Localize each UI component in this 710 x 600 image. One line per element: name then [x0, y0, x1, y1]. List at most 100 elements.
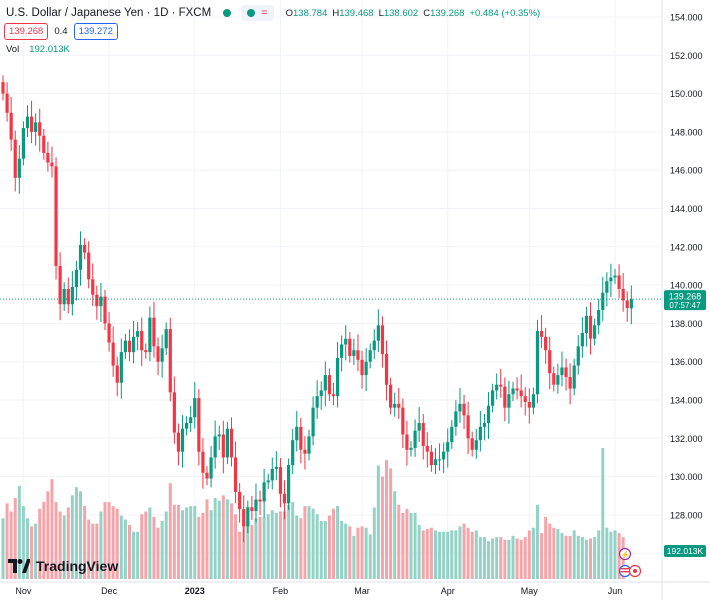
lightning-icon [618, 547, 632, 561]
volume-bar [425, 529, 429, 579]
candle-body [291, 440, 295, 466]
volume-bar [389, 468, 393, 579]
volume-bar [466, 527, 470, 579]
candle-body [609, 277, 613, 282]
volume-bar [454, 530, 458, 579]
candle-body [287, 465, 291, 504]
candle-body [340, 344, 344, 358]
volume-bar [368, 534, 372, 579]
volume-bar [580, 537, 584, 579]
candle-body [156, 346, 160, 362]
volume-bar [417, 525, 421, 579]
sell-button[interactable]: 139.268 [4, 23, 49, 40]
volume-bar [238, 531, 242, 579]
x-tick-label: 2023 [185, 586, 205, 596]
volume-bar [487, 541, 491, 579]
tradingview-logo[interactable]: TradingView [8, 558, 118, 574]
y-tick-label: 138.000 [670, 319, 703, 329]
candle-body [523, 396, 527, 402]
volume-bar [1, 518, 5, 579]
volume-bar [352, 535, 356, 579]
candle-body [258, 499, 262, 502]
candle-body [46, 152, 50, 163]
volume-bar [34, 523, 38, 579]
candle-body [474, 440, 478, 450]
volume-bar [156, 527, 160, 579]
volume-bar [380, 476, 384, 579]
volume-legend[interactable]: Vol 192.013K [6, 44, 70, 55]
candle-body [209, 457, 213, 479]
volume-bar [299, 518, 303, 579]
candle-body [625, 300, 629, 309]
candle-body [376, 325, 380, 341]
candle-body [552, 373, 556, 385]
y-tick-label: 140.000 [670, 281, 703, 291]
volume-bar [336, 506, 340, 579]
volume-bar [376, 465, 380, 579]
volume-bar [491, 538, 495, 579]
candle-body [454, 411, 458, 427]
candle-body [584, 315, 589, 333]
candle-body [254, 499, 258, 512]
candle-body [29, 116, 34, 132]
ohlc-high-value: 139.468 [339, 7, 374, 19]
volume-bar [185, 507, 189, 579]
x-tick-label: Feb [273, 586, 289, 596]
candle-body [238, 491, 242, 510]
candle-body [303, 449, 307, 454]
volume-bar [189, 506, 193, 579]
volume-bar [9, 511, 13, 579]
volume-bar [213, 498, 217, 579]
volume-bar [511, 535, 515, 579]
candle-body [409, 447, 413, 450]
buy-button[interactable]: 139.272 [73, 23, 118, 40]
volume-bar [421, 530, 425, 579]
volume-bar [515, 538, 519, 579]
candle-body [327, 375, 331, 395]
candle-body [176, 432, 181, 452]
candle-body [568, 377, 572, 389]
candle-body [580, 332, 584, 347]
candle-body [564, 367, 568, 378]
volume-bar [278, 511, 282, 579]
candle-body [527, 401, 531, 408]
candle-body [344, 338, 348, 345]
volume-bar [250, 525, 254, 579]
candle-body [621, 288, 625, 301]
volume-bar [523, 537, 527, 579]
candle-body [352, 350, 356, 356]
volume-bar [433, 530, 437, 579]
volume-bar [123, 519, 127, 579]
volume-bar [315, 514, 319, 579]
candle-body [299, 426, 303, 450]
y-tick-label: 148.000 [670, 127, 703, 137]
volume-bar [172, 504, 176, 579]
candle-body [323, 375, 327, 391]
candle-body [274, 467, 278, 469]
volume-bar [458, 526, 462, 579]
candle-body [185, 422, 189, 429]
ohlc-open-label: O [285, 7, 293, 19]
volume-bar [576, 535, 580, 579]
volume-bar [25, 518, 29, 579]
y-tick-label: 154.000 [670, 13, 703, 23]
candle-body [597, 309, 601, 326]
volume-bar [87, 519, 91, 579]
candle-body [446, 442, 450, 452]
market-status[interactable]: = [241, 5, 274, 21]
volume-bar [54, 502, 58, 579]
candle-body [462, 403, 466, 416]
volume-bar [531, 527, 535, 579]
ohlc-high-label: H [332, 7, 340, 19]
lightning-glyph: ⚡ [620, 550, 630, 560]
symbol-title[interactable]: U.S. Dollar / Japanese Yen · 1D · FXCM [6, 7, 212, 19]
volume-bar [176, 504, 180, 579]
volume-bar [589, 538, 593, 579]
volume-bar [66, 507, 70, 579]
candle-body [437, 459, 442, 461]
volume-bar [283, 511, 287, 579]
candle-body [503, 386, 507, 408]
candle-body [62, 288, 66, 305]
last-volume-label: 192.013K [667, 546, 704, 556]
